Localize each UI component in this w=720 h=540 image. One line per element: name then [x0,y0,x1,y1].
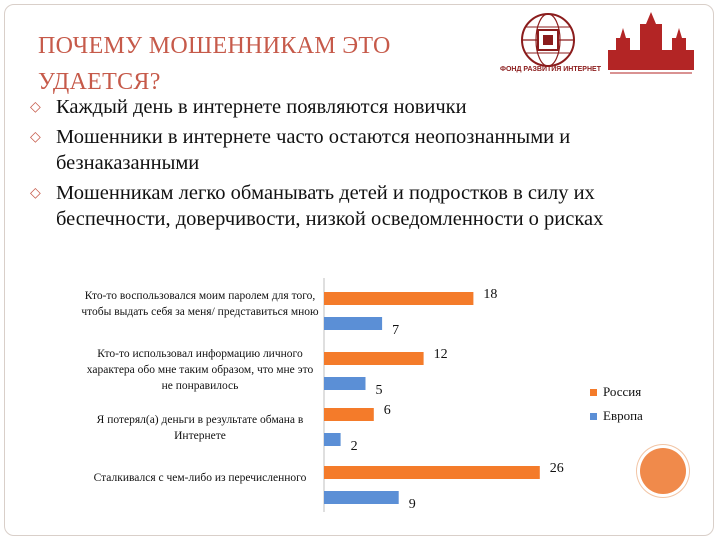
data-label: 18 [483,287,497,302]
category-label: Я потерял(а) деньги в результате обмана … [96,414,304,442]
data-label: 9 [409,497,416,512]
legend-label: Россия [603,384,642,399]
bullet-text: Мошенникам легко обманывать детей и подр… [56,182,604,230]
logo-graphic [521,12,694,74]
bullet-item: ◇ Мошенникам легко обманывать детей и по… [30,180,710,232]
data-label: 6 [384,403,391,418]
logo-text: ФОНД РАЗВИТИЯ ИНТЕРНЕТ [500,66,601,73]
category-label: Кто-то использовал информацию личного ха… [86,348,314,392]
chart-legend: Россия Европа [590,380,643,428]
decorative-circle [640,448,686,494]
data-label: 2 [351,439,358,454]
bar-russia [324,466,540,479]
bar-russia [324,352,424,365]
data-label: 26 [550,461,564,476]
bullet-item: ◇ Каждый день в интернете появляются нов… [30,94,710,120]
legend-swatch [590,388,597,396]
data-label: 5 [376,383,383,398]
category-label: Кто-то воспользовался моим паролем для т… [81,290,319,318]
page-title: ПОЧЕМУ МОШЕННИКАМ ЭТО УДАЕТСЯ? [38,33,391,95]
legend-swatch [590,412,597,420]
data-label: 7 [392,323,399,338]
bar-europe [324,433,341,446]
legend-item-russia: Россия [590,380,643,404]
logo: ФОНД РАЗВИТИЯ ИНТЕРНЕТ [500,10,700,80]
bar-russia [324,292,474,305]
bullet-text: Каждый день в интернете появляются нович… [56,96,467,118]
diamond-bullet-icon: ◇ [30,129,41,145]
bar-europe [324,317,383,330]
legend-label: Европа [603,408,643,423]
bar-russia [324,408,374,421]
bullet-item: ◇ Мошенники в интернете часто остаются н… [30,124,710,176]
bar-europe [324,491,399,504]
bar-europe [324,377,366,390]
bullet-text: Мошенники в интернете часто остаются нео… [56,126,571,174]
data-label: 12 [434,347,448,362]
slide-frame [4,4,714,536]
category-label: Сталкивался с чем-либо из перечисленного [93,472,307,484]
legend-item-europe: Европа [590,404,643,428]
bullet-list: ◇ Каждый день в интернете появляются нов… [30,94,710,236]
diamond-bullet-icon: ◇ [30,99,41,115]
diamond-bullet-icon: ◇ [30,185,41,201]
